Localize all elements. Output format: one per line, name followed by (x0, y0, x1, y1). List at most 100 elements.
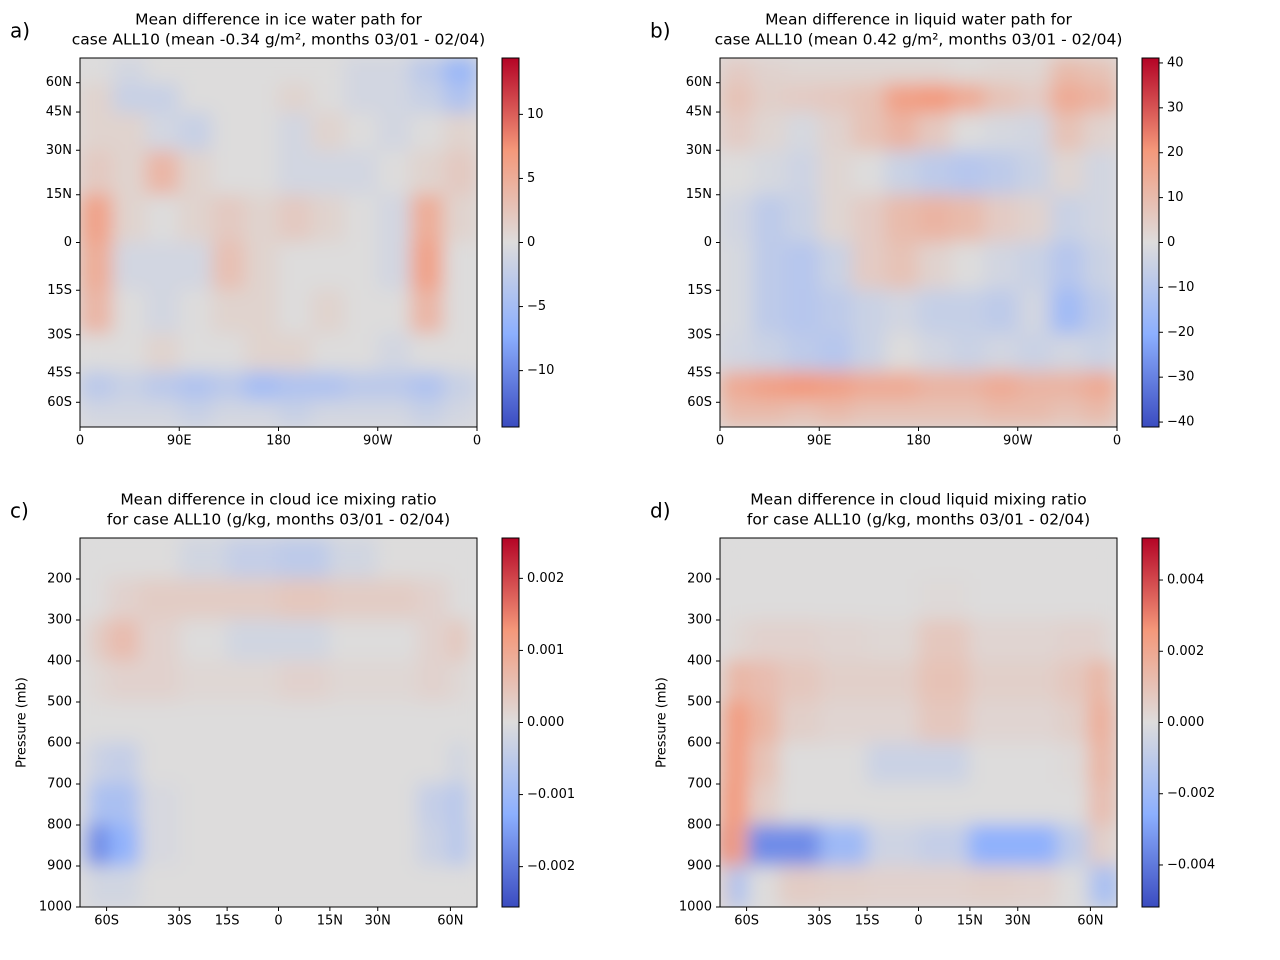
heat-cell (720, 289, 754, 335)
heat-cell (278, 619, 330, 662)
heat-cell (138, 660, 181, 703)
y-tick-label: 1000 (39, 900, 72, 915)
heat-cell (377, 58, 412, 85)
heat-cell (884, 289, 919, 335)
heat-cell (80, 400, 114, 427)
heat-cell (918, 58, 953, 85)
y-tick-label: 0 (64, 235, 72, 250)
y-tick-label: 500 (687, 695, 712, 710)
heat-cell (720, 578, 729, 621)
heat-cell (80, 578, 89, 621)
heat-cell (1017, 58, 1052, 85)
heat-cell (1088, 578, 1110, 621)
heat-cell (112, 112, 147, 152)
x-tick-label: 60N (1077, 914, 1103, 929)
heat-cell (443, 371, 477, 402)
heat-cell (410, 194, 445, 243)
heat-cell (867, 742, 919, 785)
heat-cell (80, 83, 114, 114)
heat-cell (278, 701, 330, 744)
heat-cell (344, 58, 379, 85)
heat-cell (112, 194, 147, 243)
heat-cell (752, 400, 787, 427)
heat-cell (1016, 824, 1059, 867)
heat-cell (468, 824, 477, 867)
heat-cell (747, 701, 780, 744)
x-tick-label: 15N (957, 914, 983, 929)
heat-cell (818, 289, 853, 335)
heat-cell (918, 824, 970, 867)
heat-cell (747, 783, 780, 826)
heat-cell (818, 112, 853, 152)
heat-cell (80, 289, 114, 335)
heat-cell (211, 242, 246, 291)
heat-cell (720, 333, 754, 373)
heat-cell (244, 289, 279, 335)
heat-cell (87, 578, 109, 621)
heat-cell (377, 194, 412, 243)
heat-cell (278, 538, 330, 580)
heat-cell (344, 83, 379, 114)
heat-cell (747, 619, 780, 662)
heat-cell (1016, 742, 1059, 785)
heat-cell (984, 112, 1019, 152)
heat-cell (417, 783, 450, 826)
heat-cell (752, 150, 787, 196)
heat-cell (448, 701, 470, 744)
heat-cell (179, 660, 229, 703)
heat-cell (80, 58, 114, 85)
heat-cell (227, 660, 279, 703)
heat-cell (984, 371, 1019, 402)
heat-cell (443, 58, 477, 85)
heat-cell (720, 83, 754, 114)
heat-cell (410, 333, 445, 373)
heat-cell (1016, 865, 1059, 907)
heat-cell (376, 619, 419, 662)
heat-cell (752, 289, 787, 335)
heat-cell (1083, 242, 1117, 291)
heat-cell (1017, 83, 1052, 114)
heat-cell (819, 742, 869, 785)
heat-cell (145, 83, 180, 114)
colorbar-tick-label: 0.001 (527, 643, 564, 658)
heat-cell (968, 701, 1018, 744)
heat-cell (179, 824, 229, 867)
heat-cell (107, 538, 140, 580)
x-tick-label: 60S (734, 914, 759, 929)
colorbar-tick-label: 0 (527, 235, 535, 250)
heat-cell (87, 742, 109, 785)
panel: d) Mean difference in cloud liquid mixing… (650, 491, 1215, 929)
heat-cell (984, 333, 1019, 373)
heat-cell (968, 538, 1018, 580)
heat-cell (87, 619, 109, 662)
colorbar-tick-label: 0.004 (1167, 573, 1204, 588)
x-tick-label: 60S (94, 914, 119, 929)
heat-cell (377, 83, 412, 114)
heat-cell (851, 242, 886, 291)
heat-cell (112, 242, 147, 291)
heat-cell (1108, 824, 1117, 867)
colorbar-tick-label: 0.002 (1167, 644, 1204, 659)
heat-cell (951, 242, 986, 291)
heat-cell (720, 619, 729, 662)
heat-cell (819, 538, 869, 580)
heat-cell (819, 660, 869, 703)
heat-cell (227, 824, 279, 867)
heat-cell (968, 865, 1018, 907)
heat-cell (818, 333, 853, 373)
colorbar-tick-label: 10 (527, 107, 544, 122)
y-tick-label: 300 (47, 613, 72, 628)
y-tick-label: 700 (687, 777, 712, 792)
y-tick-label: 30N (686, 143, 712, 158)
colorbar-tick-label: −0.001 (527, 787, 575, 802)
y-tick-label: 800 (47, 818, 72, 833)
heat-cell (311, 242, 346, 291)
heat-cell (1088, 783, 1110, 826)
heat-cell (867, 865, 919, 907)
heat-cell (211, 112, 246, 152)
heat-cell (851, 112, 886, 152)
heat-cell (328, 660, 378, 703)
heat-cell (1083, 112, 1117, 152)
heat-cell (778, 538, 821, 580)
heat-cell (1017, 194, 1052, 243)
